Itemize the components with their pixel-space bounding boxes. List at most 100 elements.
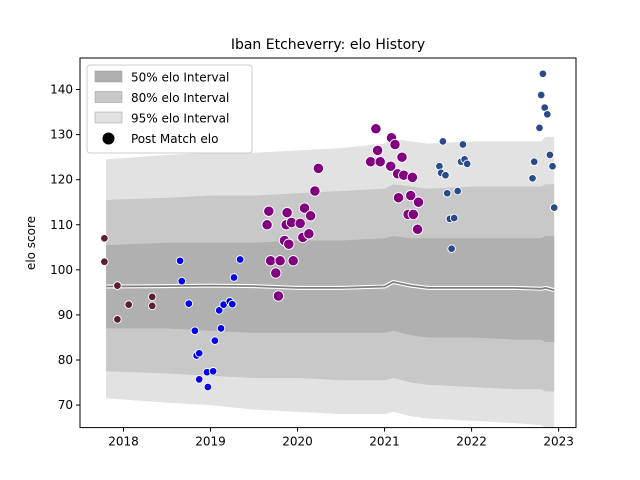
elo-point (298, 202, 311, 214)
elo-point (113, 315, 122, 324)
elo-point (303, 228, 315, 240)
elo-point (113, 281, 122, 290)
elo-point (370, 123, 382, 135)
elo-point (100, 234, 109, 243)
elo-point (449, 213, 459, 223)
elo-point (447, 244, 456, 253)
plot-area-frame (79, 57, 577, 429)
elo-point (462, 159, 472, 169)
y-tick-label: 130 (50, 128, 73, 142)
legend-swatch (94, 70, 123, 83)
elo-point (528, 174, 537, 183)
elo-point (411, 223, 424, 235)
y-axis: 70 80 90 100 110 120 130 140 (50, 83, 80, 412)
y-tick-label: 70 (58, 398, 73, 412)
post-match-elo-points (100, 69, 559, 392)
elo-point (261, 219, 273, 231)
elo-point (235, 255, 245, 264)
elo-point (294, 217, 306, 230)
elo-point (529, 157, 539, 166)
elo-point (396, 151, 408, 163)
y-axis-label: elo score (24, 216, 38, 270)
elo-point (543, 110, 552, 119)
elo-point (371, 144, 384, 157)
elo-point (270, 267, 282, 279)
y-tick-label: 100 (50, 263, 73, 277)
elo-point (304, 210, 317, 222)
legend-label: 80% elo Interval (131, 91, 229, 105)
elo-point (405, 189, 417, 202)
median-elo-line (106, 279, 555, 293)
elo-point (389, 138, 401, 151)
legend-marker (102, 132, 115, 145)
elo-point (100, 257, 109, 266)
elo-point (177, 276, 187, 286)
elo-point (287, 255, 299, 267)
interval-bands (106, 136, 555, 428)
x-tick-label: 2022 (456, 435, 487, 449)
elo-point (184, 299, 194, 308)
elo-point (263, 205, 275, 217)
elo-point (147, 301, 157, 311)
elo-point (264, 255, 277, 267)
elo-point (229, 273, 239, 282)
y-tick-label: 140 (50, 83, 73, 97)
elo-point (407, 208, 419, 221)
elo-point (208, 367, 218, 376)
elo-point (392, 192, 405, 204)
elo-point (545, 150, 555, 160)
elo-point (412, 196, 425, 208)
x-tick-label: 2018 (108, 435, 139, 449)
elo-point (549, 203, 559, 212)
legend-frame (86, 64, 253, 154)
elo-point (214, 306, 224, 315)
x-tick-label: 2023 (543, 435, 574, 449)
elo-point (364, 156, 377, 168)
x-tick-label: 2020 (282, 435, 313, 449)
elo-point (374, 156, 386, 168)
elo-point (210, 336, 220, 345)
elo-point (203, 382, 213, 392)
legend: 50% elo Interval 80% elo Interval 95% elo … (86, 64, 253, 154)
elo-point (272, 290, 285, 302)
chart-title: Iban Etcheverry: elo History (231, 37, 425, 53)
legend-swatch (94, 111, 123, 124)
elo-point (147, 292, 157, 302)
y-tick-label: 110 (50, 218, 73, 232)
elo-point (124, 300, 133, 309)
elo-point (548, 161, 557, 171)
elo-point (194, 375, 204, 384)
elo-point (453, 186, 462, 196)
legend-label: 50% elo Interval (131, 71, 229, 85)
elo-point (442, 188, 452, 198)
elo-point (190, 326, 200, 335)
elo-point (281, 206, 293, 219)
elo-point (309, 185, 321, 197)
x-tick-label: 2021 (369, 435, 400, 449)
elo-point (283, 238, 295, 250)
elo-point (406, 171, 419, 184)
x-tick-label: 2019 (195, 435, 226, 449)
elo-point (538, 69, 548, 79)
elo-point (274, 255, 286, 267)
y-tick-label: 90 (58, 308, 73, 322)
elo-point (438, 137, 448, 146)
elo-point (441, 170, 450, 180)
elo-point (175, 256, 185, 266)
elo-point (536, 90, 546, 100)
legend-label: Post Match elo (131, 132, 218, 146)
legend-label: 95% elo Interval (131, 112, 229, 126)
elo-point (228, 299, 237, 309)
elo-point (385, 160, 397, 172)
elo-point (194, 348, 204, 358)
y-tick-label: 120 (50, 173, 73, 187)
x-axis: 2018 2019 2020 2021 2022 2023 (108, 427, 574, 449)
elo-point (535, 123, 544, 133)
elo-point (312, 162, 325, 175)
elo-point (458, 140, 468, 149)
legend-swatch (94, 91, 123, 103)
median-line (106, 281, 555, 291)
y-tick-label: 80 (58, 353, 73, 367)
elo-point (216, 324, 226, 333)
